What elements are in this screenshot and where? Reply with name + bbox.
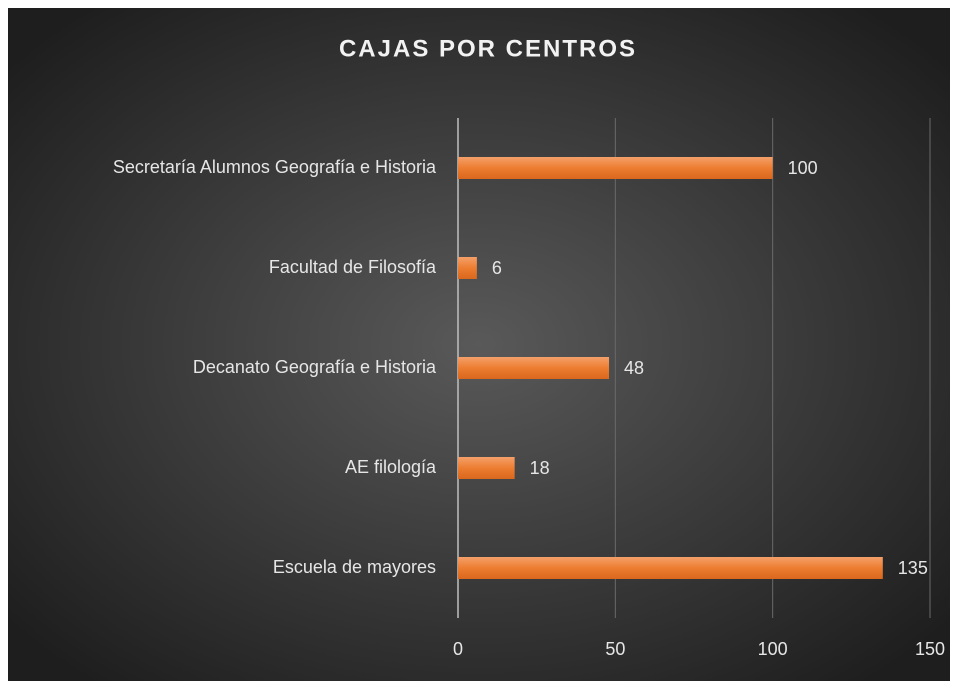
y-tick-label: Decanato Geografía e Historia	[193, 357, 437, 377]
chart-background	[8, 8, 950, 681]
x-tick-label: 0	[453, 639, 463, 659]
x-tick-label: 50	[605, 639, 625, 659]
data-label: 18	[530, 458, 550, 478]
data-label: 6	[492, 258, 502, 278]
x-tick-label: 100	[758, 639, 788, 659]
data-label: 135	[898, 558, 928, 578]
data-label: 48	[624, 358, 644, 378]
y-tick-label: Escuela de mayores	[273, 557, 436, 577]
y-tick-label: AE filología	[345, 457, 437, 477]
chart-title: CAJAS POR CENTROS	[339, 35, 637, 62]
bar	[458, 157, 773, 179]
bar	[458, 557, 883, 579]
bar	[458, 457, 515, 479]
y-tick-label: Secretaría Alumnos Geografía e Historia	[113, 157, 437, 177]
y-tick-label: Facultad de Filosofía	[269, 257, 437, 277]
bar	[458, 257, 477, 279]
x-tick-label: 150	[915, 639, 945, 659]
bar	[458, 357, 610, 379]
data-label: 100	[788, 158, 818, 178]
